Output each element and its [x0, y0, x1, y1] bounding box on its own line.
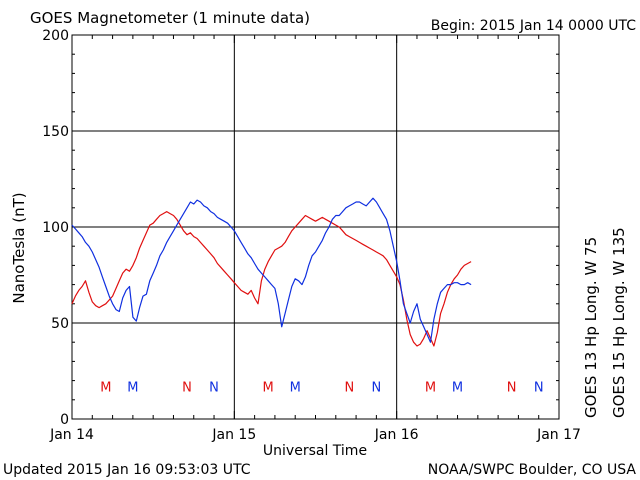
- begin-time: Begin: 2015 Jan 14 0000 UTC: [431, 18, 636, 34]
- legend-goes15: GOES 15 Hp Long. W 135: [610, 227, 628, 418]
- agency-credit: NOAA/SWPC Boulder, CO USA: [428, 462, 637, 478]
- series-line-goes13: [71, 211, 472, 347]
- legend-goes13: GOES 13 Hp Long. W 75: [582, 237, 600, 418]
- chart-title: GOES Magnetometer (1 minute data): [30, 9, 310, 27]
- marker-M: M: [290, 380, 301, 395]
- marker-N: N: [372, 380, 382, 395]
- x-tick-label: Jan 16: [374, 427, 419, 443]
- x-tick-label: Jan 14: [49, 427, 94, 443]
- x-tick-label: Jan 17: [536, 427, 581, 443]
- marker-N: N: [209, 380, 219, 395]
- y-tick-label: 150: [42, 124, 69, 140]
- y-tick-label: 200: [42, 28, 69, 44]
- updated-timestamp: Updated 2015 Jan 16 09:53:03 UTC: [3, 462, 251, 478]
- y-tick-label: 0: [60, 412, 69, 428]
- x-axis-label: Universal Time: [263, 443, 367, 459]
- series-line-goes15: [71, 197, 472, 343]
- marker-M: M: [263, 380, 274, 395]
- x-axis-ticks: Jan 14 Jan 15 Jan 16 Jan 17: [49, 35, 581, 443]
- marker-M: M: [425, 380, 436, 395]
- marker-N: N: [534, 380, 544, 395]
- marker-M: M: [452, 380, 463, 395]
- marker-M: M: [100, 380, 111, 395]
- y-tick-label: 100: [42, 220, 69, 236]
- y-axis-label: NanoTesla (nT): [10, 192, 28, 303]
- data-series: [71, 197, 472, 347]
- x-tick-label: Jan 15: [211, 427, 256, 443]
- y-axis-ticks: 0 50 100 150 200: [42, 28, 559, 428]
- marker-N: N: [182, 380, 192, 395]
- grid-lines: [72, 35, 559, 419]
- marker-M: M: [127, 380, 138, 395]
- marker-N: N: [344, 380, 354, 395]
- y-tick-label: 50: [51, 316, 69, 332]
- marker-N: N: [507, 380, 517, 395]
